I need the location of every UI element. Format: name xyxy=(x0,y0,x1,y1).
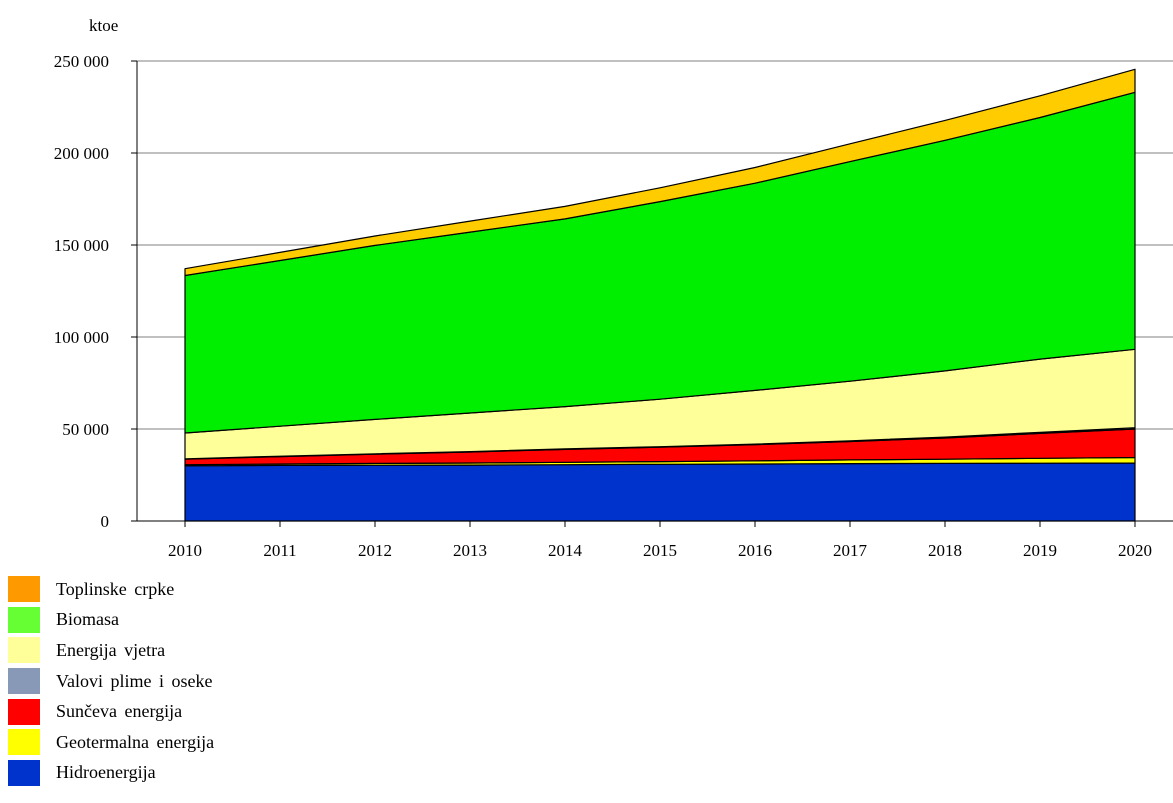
x-tick-label: 2012 xyxy=(358,541,392,560)
x-tick-label: 2016 xyxy=(738,541,772,560)
legend-item-toplinske-crpke: Toplinske crpke xyxy=(8,574,408,605)
y-tick-label: 250 000 xyxy=(54,52,109,71)
legend-swatch xyxy=(8,637,40,664)
x-tick-label: 2015 xyxy=(643,541,677,560)
y-tick-label: 50 000 xyxy=(62,420,109,439)
area-hidroenergija xyxy=(184,462,1136,522)
legend-label: Biomasa xyxy=(56,609,119,630)
y-tick-label: 200 000 xyxy=(54,144,109,163)
legend-label: Toplinske crpke xyxy=(56,578,175,599)
legend-swatch xyxy=(8,606,40,633)
x-tick-label: 2014 xyxy=(548,541,583,560)
axis-layer: ktoe 0 50 000 100 000 150 000 200 000 250 000… xyxy=(54,16,1173,560)
x-tick-label: 2020 xyxy=(1118,541,1152,560)
legend-item-valovi-plime: Valovi plime i oseke xyxy=(8,666,408,697)
y-tick-label: 0 xyxy=(101,512,110,531)
area-layer xyxy=(184,68,1136,522)
legend-swatch xyxy=(8,668,40,695)
legend-swatch xyxy=(8,729,40,756)
legend-item-biomasa: Biomasa xyxy=(8,605,408,636)
y-axis-unit-label: ktoe xyxy=(89,16,118,35)
legend-label: Valovi plime i oseke xyxy=(56,670,213,691)
legend-item-sunceva-energija: Sunčeva energija xyxy=(8,696,408,727)
legend-label: Energija vjetra xyxy=(56,639,166,660)
x-tick-label: 2010 xyxy=(168,541,202,560)
legend-swatch xyxy=(8,759,40,786)
legend-label: Hidroenergija xyxy=(56,762,156,783)
legend-swatch xyxy=(8,576,40,603)
x-tick-label: 2013 xyxy=(453,541,487,560)
legend-label: Geotermalna energija xyxy=(56,731,215,752)
legend: Toplinske crpke Biomasa Energija vjetra … xyxy=(8,574,408,788)
legend-label: Sunčeva energija xyxy=(56,701,183,722)
x-tick-label: 2018 xyxy=(928,541,962,560)
area-toplinske-crpke xyxy=(184,68,1136,277)
y-tick-label: 150 000 xyxy=(54,236,109,255)
legend-swatch xyxy=(8,698,40,725)
y-tick-label: 100 000 xyxy=(54,328,109,347)
x-tick-label: 2019 xyxy=(1023,541,1057,560)
stacked-area-chart: ktoe 0 50 000 100 000 150 000 200 000 250 000… xyxy=(54,16,1173,560)
x-tick-label: 2011 xyxy=(263,541,296,560)
legend-item-energija-vjetra: Energija vjetra xyxy=(8,635,408,666)
x-tick-label: 2017 xyxy=(833,541,868,560)
legend-item-hidroenergija: Hidroenergija xyxy=(8,758,408,789)
legend-item-geotermalna-energija: Geotermalna energija xyxy=(8,727,408,758)
